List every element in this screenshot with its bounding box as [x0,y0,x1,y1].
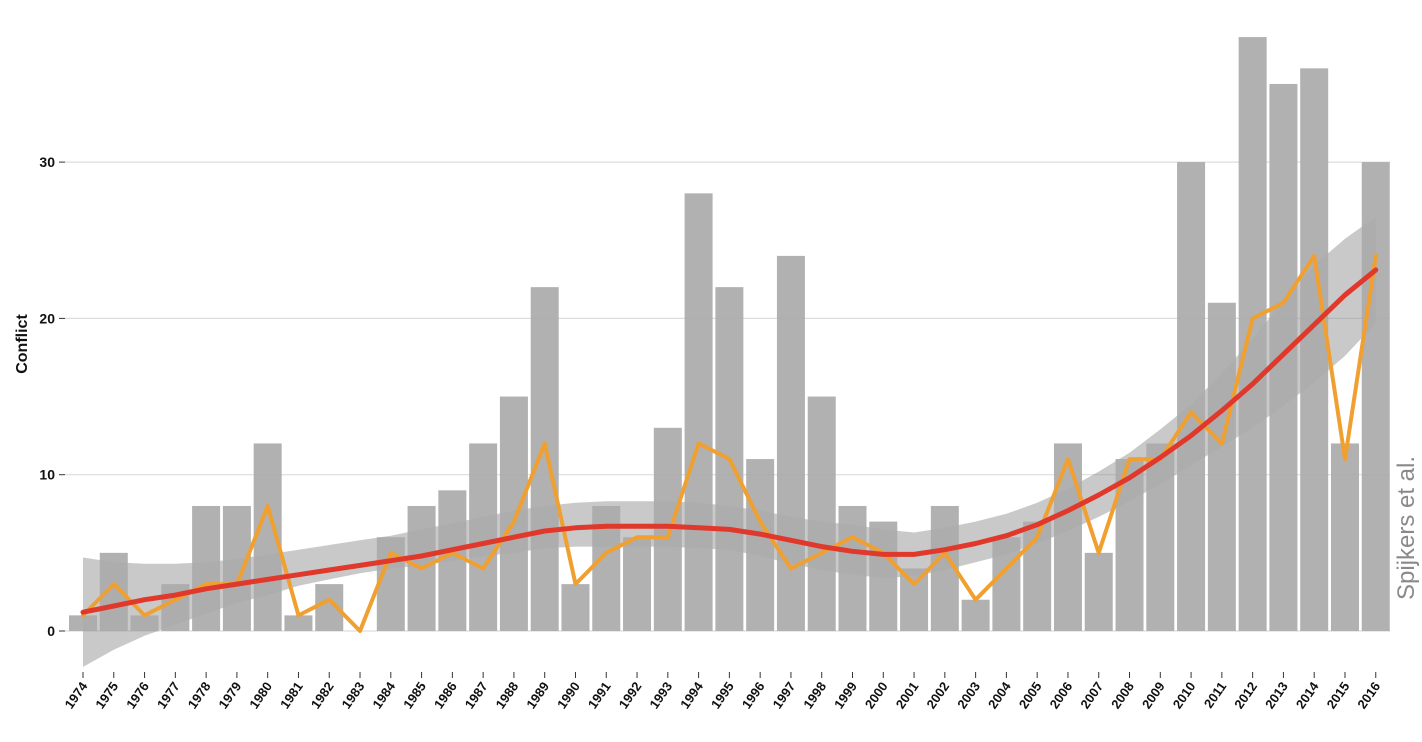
bar-1993 [653,427,682,631]
x-tick-label-1977: 1977 [154,679,183,711]
bar-1981 [284,615,313,631]
confidence-band [83,216,1376,667]
x-tick-label-1982: 1982 [308,679,337,711]
x-tick-label-1985: 1985 [400,679,429,711]
x-tick-label-1990: 1990 [554,679,583,711]
y-tick-label-10: 10 [39,467,55,483]
bars [69,37,1390,632]
bar-2000 [869,521,898,631]
x-tick-label-1983: 1983 [339,679,368,711]
x-tick-label-2007: 2007 [1077,679,1106,711]
x-tick-label-1995: 1995 [708,679,737,711]
bar-2011 [1207,302,1236,631]
bar-2009 [1146,443,1175,631]
x-tick-label-2010: 2010 [1170,679,1199,711]
x-tick-label-2006: 2006 [1047,679,1076,711]
x-tick-label-2013: 2013 [1262,679,1291,711]
x-tick-label-1988: 1988 [493,679,522,711]
x-tick-label-1993: 1993 [646,679,675,711]
bar-1997 [776,255,805,631]
confidence-band-area [83,216,1376,667]
credit-text: Spijkers et al. [1393,456,1420,600]
y-tick-label-0: 0 [47,623,55,639]
bar-1976 [130,615,159,631]
x-tick-label-1975: 1975 [92,679,121,711]
bar-2016 [1361,162,1390,631]
x-tick-label-2011: 2011 [1201,679,1229,711]
x-tick-label-2008: 2008 [1108,679,1137,711]
y-axis-label: Conflict [14,314,31,374]
x-tick-label-1998: 1998 [800,679,829,711]
x-tick-label-1987: 1987 [462,679,491,711]
x-tick-label-2001: 2001 [893,679,922,711]
x-tick-label-2002: 2002 [923,679,952,711]
bar-1978 [192,505,221,631]
x-tick-label-2003: 2003 [954,679,983,711]
x-tick-label-1986: 1986 [431,679,460,711]
bar-2006 [1053,443,1082,631]
x-axis-ticks: 1974 1975 1976 1977 1978 1979 1980 1981 1982 1983… [62,672,1383,711]
x-tick-label-2012: 2012 [1231,679,1260,711]
x-tick-label-1980: 1980 [246,679,275,711]
x-tick-label-1991: 1991 [585,679,614,711]
bar-1979 [222,505,251,631]
bar-2010 [1177,162,1206,631]
x-tick-label-2004: 2004 [985,678,1014,711]
bar-1988 [499,396,528,631]
x-tick-label-1992: 1992 [616,679,645,711]
bar-2003 [961,599,990,631]
bar-1986 [438,490,467,631]
x-tick-label-2005: 2005 [1016,679,1045,711]
bar-1999 [838,505,867,631]
x-tick-label-2000: 2000 [862,679,891,711]
y-tick-label-20: 20 [39,310,55,326]
bar-1974 [69,615,97,631]
x-tick-label-1989: 1989 [523,679,552,711]
x-tick-label-1981: 1981 [277,679,306,711]
series-lines [80,253,1379,633]
bar-1994 [684,193,713,632]
x-tick-label-2015: 2015 [1324,679,1353,711]
bar-2001 [900,568,929,631]
x-tick-label-1999: 1999 [831,679,860,711]
bar-1990 [561,584,590,631]
bar-1987 [469,443,498,631]
bar-2004 [992,537,1021,631]
x-tick-label-1978: 1978 [185,679,214,711]
bar-1996 [746,459,775,631]
x-tick-label-1997: 1997 [770,679,799,711]
bar-1989 [530,287,559,631]
x-tick-label-1979: 1979 [215,679,244,711]
bar-2007 [1084,552,1113,631]
x-tick-label-1976: 1976 [123,679,152,711]
x-tick-label-2016: 2016 [1354,679,1383,711]
x-tick-label-1984: 1984 [369,678,398,711]
x-tick-label-1994: 1994 [677,678,706,711]
bar-2015 [1330,443,1359,631]
bar-1998 [807,396,836,631]
trend-line [80,267,1379,615]
x-tick-label-2014: 2014 [1293,678,1322,711]
x-tick-label-2009: 2009 [1139,679,1168,711]
x-tick-label-1974: 1974 [62,678,91,711]
y-tick-label-30: 30 [39,154,55,170]
bar-2012 [1238,37,1267,632]
bar-1992 [623,537,652,631]
y-axis-ticks: 0 10 20 30 [39,154,65,639]
bar-2014 [1300,68,1329,631]
x-tick-label-1996: 1996 [739,679,768,711]
